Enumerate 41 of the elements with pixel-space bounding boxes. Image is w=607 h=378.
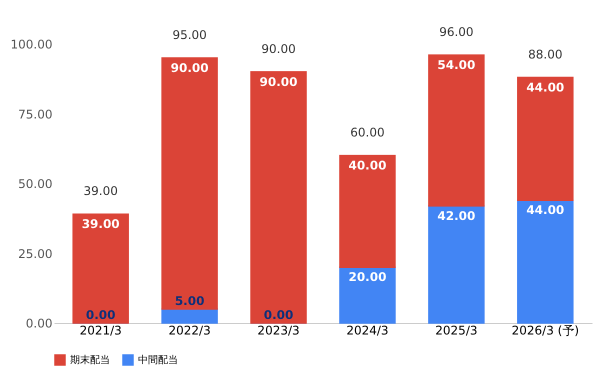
bar [339, 154, 396, 268]
data-label: 40.00 [348, 158, 386, 173]
y-tick-label: 25.00 [18, 246, 52, 261]
x-tick-label: 2022/3 [168, 324, 211, 338]
data-label: 54.00 [437, 58, 476, 72]
data-label: 0.00 [264, 308, 294, 322]
total-label: 39.00 [84, 184, 118, 198]
total-label: 88.00 [528, 47, 562, 62]
y-tick-label: 100.00 [10, 38, 52, 52]
bar [250, 71, 307, 324]
data-label: 44.00 [526, 80, 564, 94]
total-label: 96.00 [439, 25, 474, 40]
total-label: 90.00 [261, 42, 296, 56]
legend-label: 中間配当 [138, 354, 178, 366]
x-tick-label: 2023/3 [257, 324, 300, 338]
data-label: 39.00 [82, 217, 120, 232]
y-tick-label: 50.00 [18, 177, 52, 191]
total-label: 95.00 [172, 28, 207, 42]
bar [339, 266, 396, 324]
bar [161, 57, 218, 310]
legend-label: 期末配当 [70, 354, 110, 366]
x-tick-label: 2026/3 (予) [512, 324, 580, 338]
data-label: 42.00 [437, 208, 476, 223]
data-label: 5.00 [174, 294, 204, 308]
bar [428, 54, 485, 207]
x-tick-label: 2025/3 [435, 324, 478, 338]
data-label: 0.00 [86, 308, 116, 322]
bar [517, 199, 574, 324]
y-tick-label: 0.00 [26, 316, 52, 330]
x-tick-label: 2021/3 [80, 324, 122, 338]
x-tick-label: 2024/3 [346, 324, 389, 338]
bar [517, 76, 574, 201]
bar [72, 213, 129, 324]
bar [161, 308, 218, 324]
data-label: 90.00 [260, 74, 298, 89]
bar [428, 205, 485, 324]
y-tick-label: 75.00 [18, 107, 52, 122]
data-label: 44.00 [526, 203, 564, 218]
data-label: 90.00 [170, 60, 209, 75]
total-label: 60.00 [350, 126, 385, 140]
data-label: 20.00 [348, 270, 386, 284]
